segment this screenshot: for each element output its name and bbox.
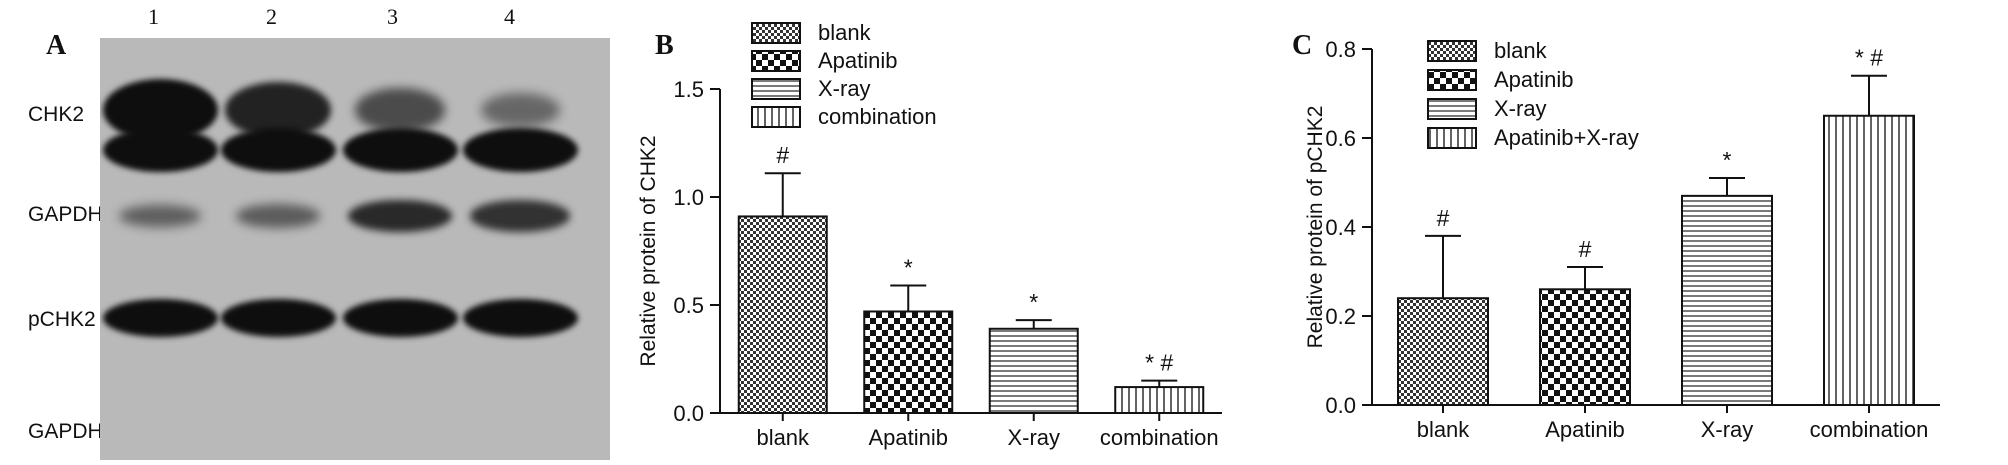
y-tick-label: 0.0 (673, 401, 704, 426)
y-tick-label: 0.6 (1325, 126, 1356, 151)
bar (1114, 386, 1205, 414)
lane-number: 1 (148, 4, 159, 29)
blot-band (462, 299, 578, 337)
y-tick-label: 0.2 (1325, 304, 1356, 329)
blot-band (469, 200, 571, 232)
legend-label: blank (818, 20, 872, 45)
bar (1397, 297, 1489, 407)
bar (1539, 288, 1631, 406)
legend-label: Apatinib+X-ray (1494, 125, 1639, 150)
western-blot-panel: A 1 2 3 4 CHK2 GAPDH pCHK2 GAPDH (0, 0, 620, 465)
bar (1823, 114, 1915, 406)
legend-label: combination (818, 104, 937, 129)
band-label-chk2: CHK2 (28, 103, 85, 126)
significance-label: * (1723, 147, 1732, 173)
legend-label: Apatinib (818, 48, 898, 73)
legend-label: X-ray (1494, 96, 1547, 121)
blot-band (342, 299, 458, 337)
blot-band (342, 128, 458, 172)
band-label-pchk2: pCHK2 (28, 308, 96, 331)
significance-label: * # (1145, 350, 1173, 376)
y-tick-label: 0.8 (1325, 37, 1356, 62)
blot-band (236, 204, 320, 228)
bar (988, 327, 1079, 415)
legend-swatch (751, 78, 801, 100)
lane-number: 3 (387, 4, 398, 29)
legend-swatch (751, 106, 801, 128)
blot-band (462, 128, 578, 172)
blot-band (354, 88, 446, 132)
bar (863, 310, 954, 415)
legend-label: Apatinib (1494, 67, 1574, 92)
y-axis-label: Relative protein of pCHK2 (1304, 106, 1327, 349)
x-tick-label: Apatinib (868, 425, 948, 450)
x-tick-label: X-ray (1701, 417, 1754, 442)
significance-label: * (1029, 289, 1038, 315)
legend-label: blank (1494, 38, 1548, 63)
x-tick-label: X-ray (1007, 425, 1060, 450)
legend-swatch (1427, 40, 1477, 62)
y-tick-label: 1.0 (673, 185, 704, 210)
x-tick-label: combination (1810, 417, 1929, 442)
legend-swatch (1427, 127, 1477, 149)
legend-label: X-ray (818, 76, 871, 101)
panel-letter-b: B (655, 30, 674, 61)
x-tick-label: blank (756, 425, 810, 450)
lane-number: 2 (266, 4, 277, 29)
lane-number: 4 (504, 4, 515, 29)
y-tick-label: 0.0 (1325, 393, 1356, 418)
significance-label: # (776, 142, 789, 168)
significance-label: # (1579, 236, 1592, 262)
blot-band (220, 299, 336, 337)
blot-band (102, 299, 218, 337)
band-label-gapdh: GAPDH (28, 203, 103, 226)
legend-swatch (1427, 98, 1477, 120)
legend-swatch (1427, 69, 1477, 91)
significance-label: # (1437, 205, 1450, 231)
significance-label: * # (1855, 45, 1883, 71)
blot-membrane (100, 38, 610, 460)
blot-band (348, 199, 452, 233)
bar (1681, 194, 1773, 406)
x-tick-label: blank (1417, 417, 1471, 442)
y-axis-label: Relative protein of CHK2 (637, 135, 660, 366)
panel-letter-c: C (1292, 30, 1313, 61)
x-tick-label: Apatinib (1545, 417, 1625, 442)
significance-label: * (904, 255, 913, 281)
legend-swatch (751, 22, 801, 44)
y-tick-label: 0.5 (673, 293, 704, 318)
blot-band (480, 92, 560, 128)
blot-band (118, 204, 202, 228)
blot-band (220, 128, 336, 172)
y-tick-label: 1.5 (673, 77, 704, 102)
band-label-gapdh: GAPDH (28, 420, 103, 443)
panel-letter-a: A (46, 30, 67, 61)
blot-band (102, 128, 218, 172)
legend-swatch (751, 50, 801, 72)
x-tick-label: combination (1100, 425, 1219, 450)
y-tick-label: 0.4 (1325, 215, 1356, 240)
